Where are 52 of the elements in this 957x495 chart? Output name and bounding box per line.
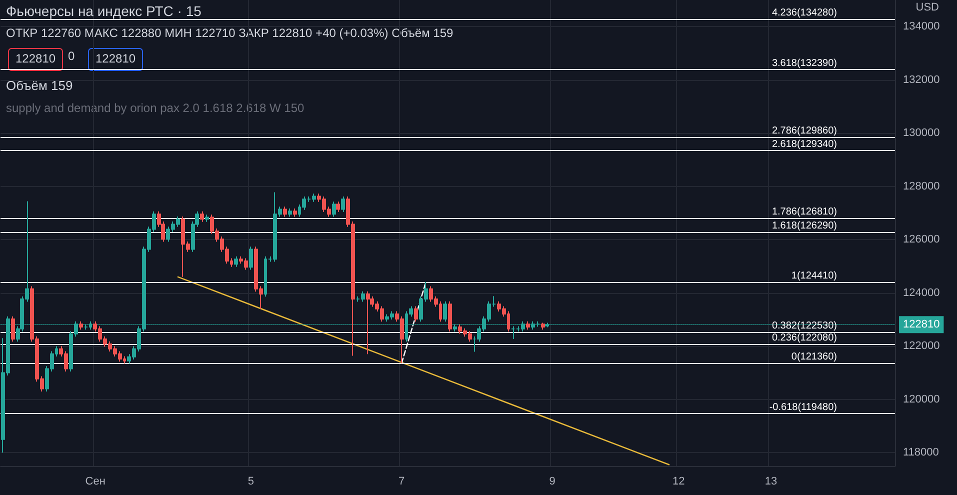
y-tick-label: 120000 [903, 393, 940, 406]
y-tick-label: 128000 [903, 180, 940, 192]
annotation: supply and demand by orion pax 2.0 1.618 2.618 W 150 [6, 101, 305, 115]
ref-line-label: 0.382(122530) [772, 320, 837, 332]
chart-title: Фьючерсы на индекс РТС · 15 [6, 3, 202, 19]
candlestick [205, 214, 209, 222]
candlestick [234, 256, 238, 268]
candlestick [11, 316, 15, 342]
x-tick-label: 9 [549, 476, 556, 488]
candlestick [283, 206, 287, 218]
x-tick-label: 5 [248, 476, 254, 488]
ref-line-label: 122810 [903, 318, 940, 331]
x-tick-label: 7 [398, 476, 405, 488]
y-axis-title: USD [916, 2, 940, 14]
candlestick [526, 320, 530, 330]
y-tick-label: 132000 [903, 74, 940, 86]
candlestick [414, 306, 418, 322]
ref-line-label: 2.786(129860) [772, 125, 837, 136]
y-tick-label: 130000 [903, 127, 940, 140]
ref-line-label: -0.618(119480) [769, 402, 837, 413]
candlestick [341, 196, 345, 212]
candlestick [443, 300, 447, 322]
candlestick [332, 201, 336, 218]
y-tick-label: 124000 [903, 286, 940, 299]
annotation: 122810 [16, 52, 56, 66]
x-tick-label: 12 [672, 476, 685, 488]
y-tick-label: 122000 [903, 340, 940, 352]
candlestick [366, 290, 370, 355]
ref-line-label: 2.618(129340) [772, 139, 837, 150]
ref-line-label: 1(124410) [791, 270, 837, 282]
y-tick-label: 134000 [903, 20, 940, 33]
candlestick [288, 208, 292, 218]
candlestick [249, 246, 253, 270]
y-tick-label: 126000 [903, 234, 940, 246]
ref-line-label: 0(121360) [791, 352, 837, 363]
x-tick-label: Сен [85, 476, 106, 488]
candlestick [200, 210, 204, 222]
annotation: Объём 159 [6, 78, 73, 93]
candlestick [293, 208, 297, 218]
candlestick [448, 300, 452, 332]
ref-line-label: 1.618(126290) [772, 220, 837, 232]
candlestick [79, 320, 83, 330]
ref-line-label: 3.618(132390) [772, 58, 837, 69]
ref-line-label: 4.236(134280) [772, 8, 837, 19]
ref-line-label: 0.236(122080) [772, 332, 837, 344]
annotation: 122810 [96, 52, 136, 66]
y-tick-label: 118000 [903, 446, 939, 459]
annotation: 0 [68, 49, 75, 63]
candlestick [336, 201, 340, 212]
candlestick [541, 322, 545, 330]
ref-line-label: 1.786(126810) [772, 206, 837, 218]
x-tick-label: 13 [764, 476, 778, 488]
